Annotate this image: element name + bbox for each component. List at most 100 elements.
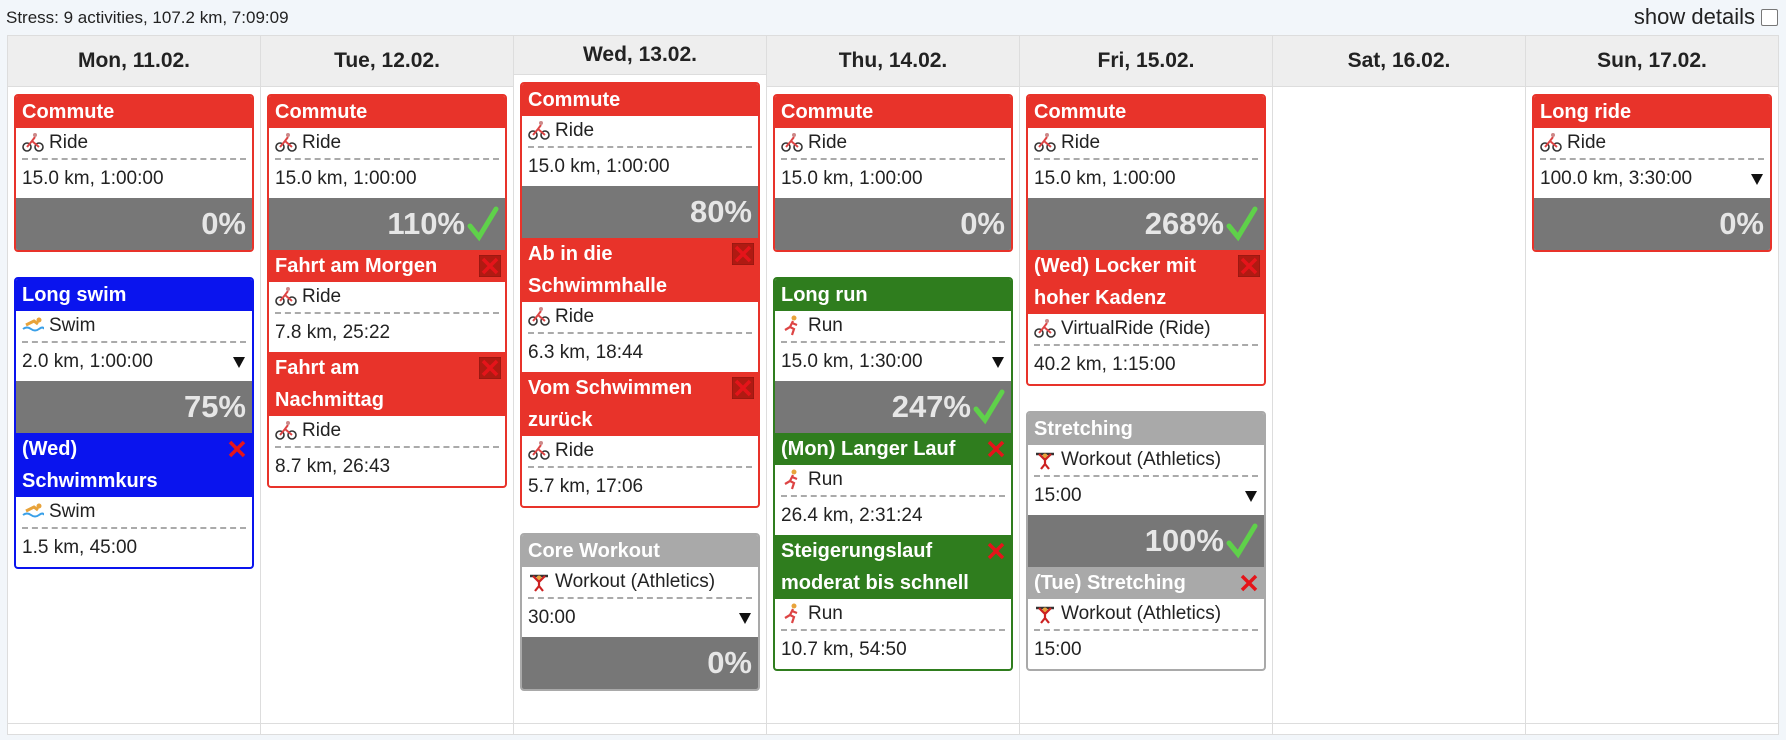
day-body: Commute Ride 15.0 km, 1:00:00 0% Long swim Sw… xyxy=(8,87,260,724)
day-column: Sun, 17.02. Long ride Ride 100.0 km, 3:30:0… xyxy=(1526,36,1778,734)
sport-type-text: Workout (Athletics) xyxy=(1061,449,1222,470)
activity-details: 30:00 xyxy=(528,599,752,637)
sport-type: Run xyxy=(781,599,1005,631)
unmatch-icon xyxy=(479,255,501,277)
completion-percent: 0% xyxy=(960,206,1005,241)
activity-details: 2.0 km, 1:00:00 xyxy=(22,343,246,381)
workout-card[interactable]: Long run Run 15.0 km, 1:30:00 247% (Mon) Lan… xyxy=(773,277,1013,671)
day-column: Sat, 16.02. xyxy=(1273,36,1526,734)
sport-type: Ride xyxy=(781,128,1005,160)
checkbox[interactable] xyxy=(1761,8,1778,26)
sport-icon xyxy=(22,503,44,518)
details-text: 1.5 km, 45:00 xyxy=(22,537,138,558)
activity-details: 15:00 xyxy=(1034,631,1258,669)
show-details-toggle[interactable]: show details xyxy=(1634,4,1778,30)
toggle-label[interactable]: show details xyxy=(1633,4,1755,29)
day-body: Long ride Ride 100.0 km, 3:30:00 0% xyxy=(1526,87,1778,724)
completion-percent: 100% xyxy=(1144,523,1224,558)
unmatch-icon xyxy=(1238,255,1260,277)
workout-card[interactable]: Stretching Workout (Athletics) 15:00 100% (T… xyxy=(1026,411,1266,671)
sport-type-text: Swim xyxy=(49,315,96,336)
workout-card[interactable]: Long swim Swim 2.0 km, 1:00:00 75% (Wed) Sch… xyxy=(14,277,254,569)
sport-type-text: Ride xyxy=(555,440,595,461)
details-text: 15.0 km, 1:00:00 xyxy=(275,168,417,189)
completion-percent: 75% xyxy=(183,389,246,424)
details-text: 6.3 km, 18:44 xyxy=(528,342,644,363)
workout-title: Commute xyxy=(16,96,252,128)
workout-title: Commute xyxy=(1028,96,1264,128)
expand-arrow xyxy=(233,357,245,368)
sport-type: Workout (Athletics) xyxy=(1034,599,1258,631)
details-text: 5.7 km, 17:06 xyxy=(528,476,644,497)
completion-bar: 0% xyxy=(1534,198,1770,250)
completion-bar: 100% xyxy=(1028,515,1264,567)
completion-bar: 80% xyxy=(522,186,758,238)
details-text: 10.7 km, 54:50 xyxy=(781,639,907,660)
sport-icon xyxy=(784,315,798,336)
calendar: Mon, 11.02. Commute Ride 15.0 km, 1:00:00 0%… xyxy=(7,35,1779,735)
sport-type-text: Ride xyxy=(302,286,342,307)
sport-type-text: Swim xyxy=(49,501,96,522)
completion-percent: 80% xyxy=(689,194,752,229)
sport-type: Ride xyxy=(275,416,499,448)
activity-details: 40.2 km, 1:15:00 xyxy=(1034,346,1258,384)
day-header: Wed, 13.02. xyxy=(514,36,766,75)
workout-card[interactable]: Core Workout Workout (Athletics) 30:00 0% xyxy=(520,533,760,691)
sport-type-text: Run xyxy=(808,603,843,624)
details-text: 15.0 km, 1:00:00 xyxy=(22,168,164,189)
sport-type: Ride xyxy=(528,436,752,468)
completion-bar: 110% xyxy=(269,198,505,250)
sport-icon xyxy=(1034,133,1056,152)
sport-icon xyxy=(275,133,297,152)
sport-type: Ride xyxy=(1034,128,1258,160)
activity-title: Fahrt am Morgen xyxy=(269,250,505,282)
workout-card[interactable]: Commute Ride 15.0 km, 1:00:00 0% xyxy=(14,94,254,252)
sport-type: Swim xyxy=(22,497,246,529)
day-column: Thu, 14.02. Commute Ride 15.0 km, 1:00:00 0%… xyxy=(767,36,1020,734)
workout-card[interactable]: Commute Ride 15.0 km, 1:00:00 80% Ab in die … xyxy=(520,82,760,508)
workout-card[interactable]: Long ride Ride 100.0 km, 3:30:00 0% xyxy=(1532,94,1772,252)
day-header: Fri, 15.02. xyxy=(1020,36,1272,87)
workout-card[interactable]: Commute Ride 15.0 km, 1:00:00 268% (Wed) Loc… xyxy=(1026,94,1266,386)
activity-details: 10.7 km, 54:50 xyxy=(781,631,1005,669)
sport-type: Swim xyxy=(22,311,246,343)
workout-card[interactable]: Commute Ride 15.0 km, 1:00:00 110% Fahrt am … xyxy=(267,94,507,488)
summary: Stress: 9 activities, 107.2 km, 7:09:09 xyxy=(6,8,289,27)
day-column: Wed, 13.02. Commute Ride 15.0 km, 1:00:00 80… xyxy=(514,36,767,734)
sport-icon xyxy=(784,469,798,490)
activity-details: 15.0 km, 1:00:00 xyxy=(275,160,499,198)
completion-percent: 0% xyxy=(1719,206,1764,241)
sport-type: Run xyxy=(781,465,1005,497)
workout-title: Long ride xyxy=(1534,96,1770,128)
sport-type-text: Ride xyxy=(555,120,595,141)
done-check xyxy=(1226,206,1258,242)
unmatch-icon xyxy=(987,542,1005,560)
day-body: Commute Ride 15.0 km, 1:00:00 268% (Wed) Loc… xyxy=(1020,87,1272,724)
activity-title: Fahrt am Nachmittag xyxy=(269,352,505,416)
completion-bar: 0% xyxy=(775,198,1011,250)
day-body: Commute Ride 15.0 km, 1:00:00 80% Ab in die … xyxy=(514,75,766,724)
activity-title-text: (Tue) Stretching xyxy=(1034,572,1186,594)
sport-type: Ride xyxy=(1540,128,1764,160)
expand-arrow xyxy=(1245,491,1257,502)
sport-type-text: Ride xyxy=(302,420,342,441)
activity-title: (Tue) Stretching xyxy=(1028,567,1264,599)
completion-bar: 0% xyxy=(522,637,758,689)
day-body: Commute Ride 15.0 km, 1:00:00 110% Fahrt am … xyxy=(261,87,513,724)
workout-card[interactable]: Commute Ride 15.0 km, 1:00:00 0% xyxy=(773,94,1013,252)
completion-bar: 247% xyxy=(775,381,1011,433)
sport-icon xyxy=(22,317,44,332)
sport-type-text: Ride xyxy=(302,132,342,153)
completion-percent: 0% xyxy=(707,645,752,680)
activity-title: Vom Schwimmen zurück xyxy=(522,372,758,436)
expand-arrow xyxy=(1751,174,1763,185)
activity-details: 8.7 km, 26:43 xyxy=(275,448,499,486)
unmatch-icon xyxy=(987,440,1005,458)
workout-title: Stretching xyxy=(1028,413,1264,445)
sport-icon xyxy=(528,307,550,326)
details-text: 8.7 km, 26:43 xyxy=(275,456,391,477)
sport-type-text: Ride xyxy=(555,306,595,327)
day-header: Mon, 11.02. xyxy=(8,36,260,87)
sport-type-text: Ride xyxy=(1061,132,1101,153)
